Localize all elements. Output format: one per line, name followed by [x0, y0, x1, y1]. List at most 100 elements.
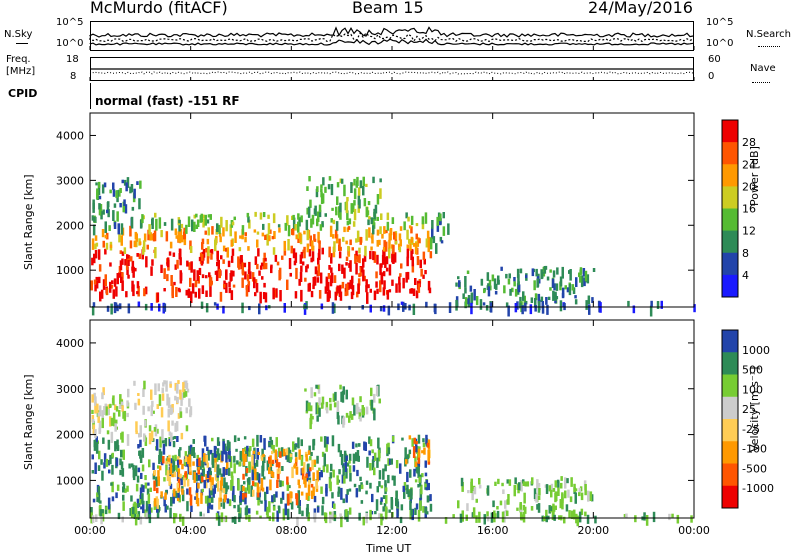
heatmap-cell [479, 299, 483, 310]
heatmap-cell [417, 434, 421, 444]
heatmap-cell [286, 450, 290, 463]
heatmap-cell [91, 470, 95, 474]
heatmap-cell [327, 289, 330, 302]
heatmap-cell [346, 462, 350, 467]
heatmap-cell [239, 235, 242, 239]
heatmap-cell [358, 484, 361, 492]
heatmap-cell [96, 403, 99, 413]
heatmap-cell [482, 302, 486, 306]
heatmap-cell [299, 271, 303, 282]
colorbar-tick-label: 24 [742, 158, 756, 171]
heatmap-cell [91, 238, 95, 250]
heatmap-cell [173, 436, 176, 440]
heatmap-cell [260, 484, 263, 489]
heatmap-cell [414, 507, 417, 515]
heatmap-cell [225, 282, 228, 293]
heatmap-cell [159, 451, 163, 462]
heatmap-cell [349, 411, 352, 418]
heatmap-cell [331, 207, 334, 211]
heatmap-cell [177, 380, 180, 384]
heatmap-cell [554, 505, 557, 510]
heatmap-cell [352, 453, 356, 464]
heatmap-cell [306, 186, 309, 191]
heatmap-cell [357, 283, 360, 294]
heatmap-cell [350, 291, 354, 300]
heatmap-cell [346, 210, 349, 220]
heatmap-cell [329, 472, 332, 479]
heatmap-cell [168, 438, 172, 447]
beam-title: Beam 15 [352, 0, 424, 17]
heatmap-cell [120, 461, 124, 470]
heatmap-cell [256, 482, 260, 493]
heatmap-cell [353, 200, 356, 206]
heatmap-cell [333, 241, 336, 252]
heatmap-cell [113, 278, 117, 287]
heatmap-cell [195, 224, 199, 229]
heatmap-cell [329, 403, 332, 411]
heatmap-cell [298, 278, 301, 286]
heatmap-cell [129, 225, 132, 237]
heatmap-cell [262, 223, 265, 230]
heatmap-cell [223, 443, 227, 451]
heatmap-cell [319, 224, 323, 231]
heatmap-cell [346, 489, 349, 495]
heatmap-cell [91, 394, 94, 403]
heatmap-cell [271, 459, 275, 464]
heatmap-cell [214, 474, 218, 481]
heatmap-cell [339, 384, 342, 390]
heatmap-cell [330, 253, 333, 264]
heatmap-cell [273, 506, 276, 511]
heatmap-cell [98, 203, 101, 210]
heatmap-cell [131, 463, 134, 468]
heatmap-cell [411, 438, 414, 447]
heatmap-cell [120, 449, 123, 458]
heatmap-cell [345, 240, 348, 245]
heatmap-cell [585, 300, 588, 310]
heatmap-cell [231, 516, 235, 523]
heatmap-cell [294, 252, 298, 263]
heatmap-cell [286, 508, 290, 520]
heatmap-cell [516, 507, 519, 511]
heatmap-cell [153, 427, 157, 432]
heatmap-cell [252, 489, 255, 497]
heatmap-cell [289, 272, 292, 277]
heatmap-cell [157, 465, 160, 469]
heatmap-cell [247, 482, 251, 494]
heatmap-cell [226, 485, 230, 490]
heatmap-cell [321, 396, 325, 405]
heatmap-cell [109, 416, 112, 427]
heatmap-cell [122, 411, 125, 419]
heatmap-cell [106, 430, 110, 435]
heatmap-cell [312, 472, 315, 481]
ytick-label: 4000 [56, 129, 84, 142]
heatmap-cell [258, 270, 261, 276]
heatmap-cell [202, 468, 205, 474]
heatmap-cell [318, 290, 322, 299]
heatmap-cell [356, 230, 360, 243]
heatmap-cell [254, 468, 257, 481]
heatmap-cell [193, 471, 196, 483]
colorbar-tick-label: 4 [742, 269, 749, 282]
heatmap-cell [107, 404, 110, 412]
heatmap-cell [501, 482, 504, 487]
heatmap-cell [312, 486, 315, 496]
heatmap-cell [112, 189, 116, 197]
heatmap-cell [386, 212, 390, 221]
heatmap-cell [279, 290, 282, 302]
heatmap-cell [114, 441, 117, 452]
heatmap-cell [358, 247, 361, 254]
heatmap-cell [411, 263, 415, 273]
heatmap-cell [379, 306, 383, 312]
heatmap-cell [141, 493, 144, 504]
heatmap-cell [416, 240, 420, 247]
heatmap-cell [354, 253, 357, 264]
heatmap-cell [94, 284, 97, 292]
heatmap-cell [98, 427, 101, 434]
heatmap-cell [219, 236, 222, 243]
heatmap-cell [151, 400, 154, 407]
heatmap-cell [341, 390, 345, 403]
heatmap-cell [376, 288, 379, 294]
heatmap-cell [239, 255, 243, 264]
heatmap-cell [233, 455, 236, 463]
heatmap-cell [519, 302, 522, 307]
